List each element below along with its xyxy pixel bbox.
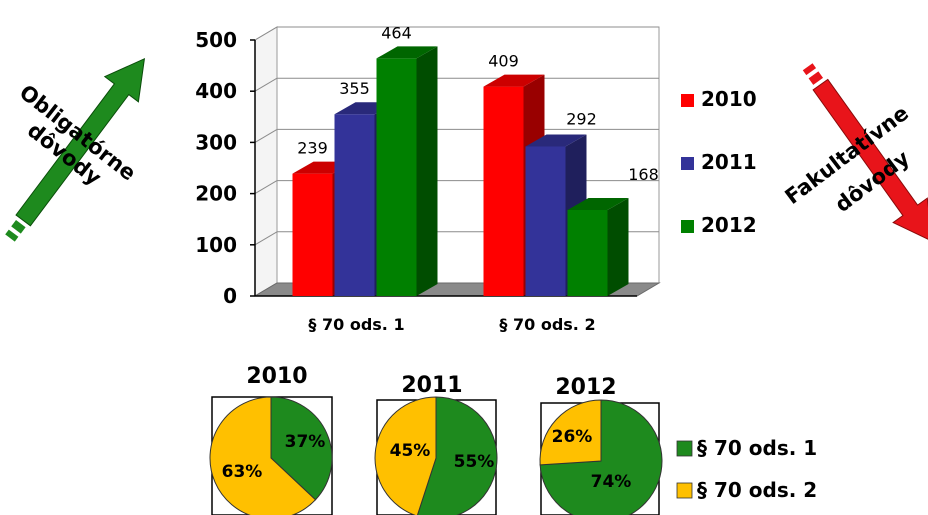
bar	[525, 146, 566, 296]
bar-top	[376, 46, 438, 59]
pie-charts: 2010 37% 63% 2011 55% 45% 2012 74% 26%	[209, 364, 663, 515]
y-tick-label: 400	[195, 79, 237, 103]
bar-chart-legend: 2010 2011 2012	[681, 87, 757, 237]
left-arrow-icon	[5, 57, 146, 242]
left-arrow-body	[5, 57, 146, 242]
left-arrow-dash	[5, 229, 19, 242]
legend-swatch	[681, 94, 694, 107]
right-arrow-shaft	[812, 78, 928, 243]
pie-legend-label: § 70 ods. 2	[697, 478, 817, 502]
pie-slice	[539, 399, 602, 466]
pie-title: 2011	[401, 373, 462, 398]
pie-legend-label: § 70 ods. 1	[697, 436, 817, 460]
bar	[483, 86, 524, 296]
data-label: 464	[381, 23, 412, 42]
x-tick-label: § 70 ods. 1	[308, 315, 404, 334]
y-tick-label: 100	[195, 233, 237, 257]
gridline	[254, 77, 278, 92]
legend-swatch	[681, 157, 694, 170]
pie-value-label: 45%	[390, 441, 431, 461]
legend-label: 2010	[701, 87, 757, 111]
gridline	[254, 128, 278, 143]
bar	[376, 58, 417, 296]
gridline	[254, 180, 278, 195]
right-arrow-icon	[802, 63, 928, 243]
pie-chart: 2010 37% 63%	[209, 364, 333, 515]
right-arrow-group: Fakultatívne dôvody	[781, 63, 928, 243]
data-label: 292	[566, 109, 597, 128]
pie-value-label: 37%	[285, 432, 326, 452]
left-arrow-shaft	[15, 57, 146, 227]
bar-side	[607, 197, 629, 296]
bar-chart: 0 100 200 300 400 500 239 355 464 § 70 ods. 1 409 2…	[195, 23, 661, 334]
right-arrow-body	[802, 63, 928, 243]
data-label: 168	[628, 165, 659, 184]
pie-legend-swatch	[676, 482, 693, 499]
y-tick-label: 200	[195, 182, 237, 206]
data-label: 409	[488, 52, 519, 71]
bar-side	[416, 46, 438, 296]
bar-top	[483, 74, 545, 87]
pie-chart-legend: § 70 ods. 1 § 70 ods. 2	[676, 436, 817, 502]
pie-slice	[416, 396, 498, 515]
bar	[334, 114, 375, 297]
legend-swatch	[681, 220, 694, 233]
left-arrow-dash	[11, 220, 26, 234]
pie-value-label: 26%	[552, 427, 593, 447]
gridline	[254, 26, 278, 41]
left-arrow-group: Obligatórne dôvody	[5, 57, 146, 242]
bar	[292, 173, 333, 296]
bar-top	[567, 197, 629, 210]
pie-title: 2012	[555, 375, 616, 400]
pie-value-label: 74%	[591, 472, 632, 492]
pie-legend-swatch	[676, 440, 693, 457]
legend-label: 2012	[701, 213, 757, 237]
pie-value-label: 55%	[454, 452, 495, 472]
pie-slice	[209, 396, 317, 515]
right-arrow-dash	[808, 71, 824, 85]
pie-slice	[270, 396, 333, 501]
y-tick-label: 300	[195, 130, 237, 154]
data-label: 239	[297, 139, 328, 158]
data-label: 355	[339, 79, 370, 98]
y-tick-label: 0	[223, 284, 237, 308]
pie-chart: 2012 74% 26%	[539, 375, 663, 515]
right-arrow-dash	[802, 63, 817, 76]
pie-title: 2010	[246, 364, 307, 389]
pie-slice	[374, 396, 437, 515]
chart-side-wall	[254, 26, 278, 297]
y-tick-label: 500	[195, 28, 237, 52]
x-tick-label: § 70 ods. 2	[499, 315, 595, 334]
legend-label: 2011	[701, 150, 757, 174]
gridline	[254, 231, 278, 246]
pie-value-label: 63%	[222, 462, 263, 482]
pie-chart: 2011 55% 45%	[374, 373, 498, 515]
bar	[567, 209, 608, 296]
bar-top	[525, 134, 587, 147]
